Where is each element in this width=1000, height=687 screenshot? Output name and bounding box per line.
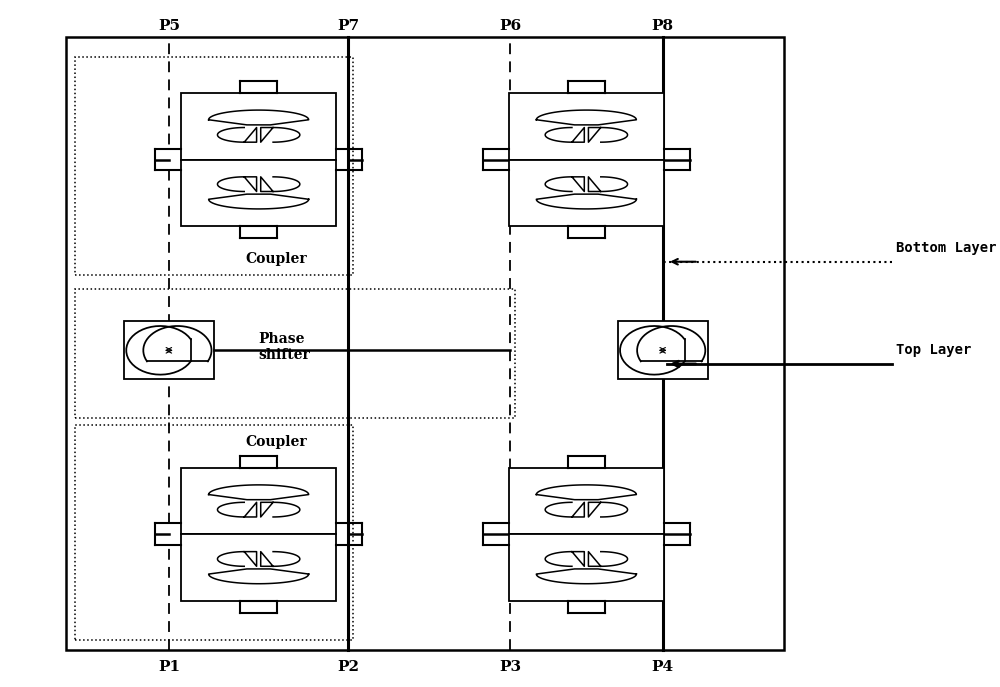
- Bar: [155, 148, 181, 170]
- Text: Coupler: Coupler: [246, 435, 307, 449]
- Polygon shape: [261, 552, 300, 566]
- Polygon shape: [209, 569, 309, 584]
- Bar: [181, 93, 336, 159]
- Polygon shape: [209, 485, 309, 499]
- Text: Bottom Layer: Bottom Layer: [896, 241, 997, 255]
- Text: Coupler: Coupler: [246, 251, 307, 265]
- Text: Phase
shifter: Phase shifter: [259, 332, 310, 362]
- Polygon shape: [620, 326, 685, 374]
- Text: P3: P3: [499, 660, 521, 675]
- Text: Top Layer: Top Layer: [896, 343, 971, 357]
- Text: P7: P7: [337, 19, 360, 34]
- Bar: [618, 322, 708, 379]
- Polygon shape: [545, 128, 584, 142]
- Text: P1: P1: [158, 660, 180, 675]
- Bar: [509, 468, 664, 534]
- Polygon shape: [536, 569, 636, 584]
- Text: P2: P2: [337, 660, 359, 675]
- Bar: [75, 425, 353, 640]
- Bar: [75, 289, 515, 418]
- Bar: [509, 534, 664, 601]
- Polygon shape: [217, 502, 257, 517]
- Bar: [181, 159, 336, 226]
- Bar: [483, 148, 509, 170]
- Polygon shape: [143, 326, 211, 361]
- Polygon shape: [126, 326, 191, 374]
- Polygon shape: [209, 194, 309, 209]
- Polygon shape: [536, 194, 636, 209]
- Bar: [181, 534, 336, 601]
- Polygon shape: [217, 552, 257, 566]
- Polygon shape: [545, 177, 584, 192]
- Bar: [155, 523, 181, 545]
- Bar: [124, 322, 214, 379]
- Polygon shape: [217, 177, 257, 192]
- Text: P5: P5: [158, 19, 180, 34]
- Bar: [509, 159, 664, 226]
- Text: P6: P6: [499, 19, 521, 34]
- Polygon shape: [545, 552, 584, 566]
- Polygon shape: [545, 502, 584, 517]
- Polygon shape: [588, 177, 628, 192]
- Bar: [181, 468, 336, 534]
- Text: P8: P8: [652, 19, 674, 34]
- Polygon shape: [588, 502, 628, 517]
- Polygon shape: [637, 326, 705, 361]
- Bar: [66, 37, 784, 650]
- Bar: [483, 523, 509, 545]
- Text: P4: P4: [652, 660, 674, 675]
- Polygon shape: [209, 110, 309, 125]
- Polygon shape: [217, 128, 257, 142]
- Bar: [509, 93, 664, 159]
- Polygon shape: [588, 552, 628, 566]
- Bar: [75, 57, 353, 275]
- Polygon shape: [261, 128, 300, 142]
- Polygon shape: [261, 502, 300, 517]
- Polygon shape: [261, 177, 300, 192]
- Polygon shape: [588, 128, 628, 142]
- Polygon shape: [536, 485, 636, 499]
- Polygon shape: [536, 110, 636, 125]
